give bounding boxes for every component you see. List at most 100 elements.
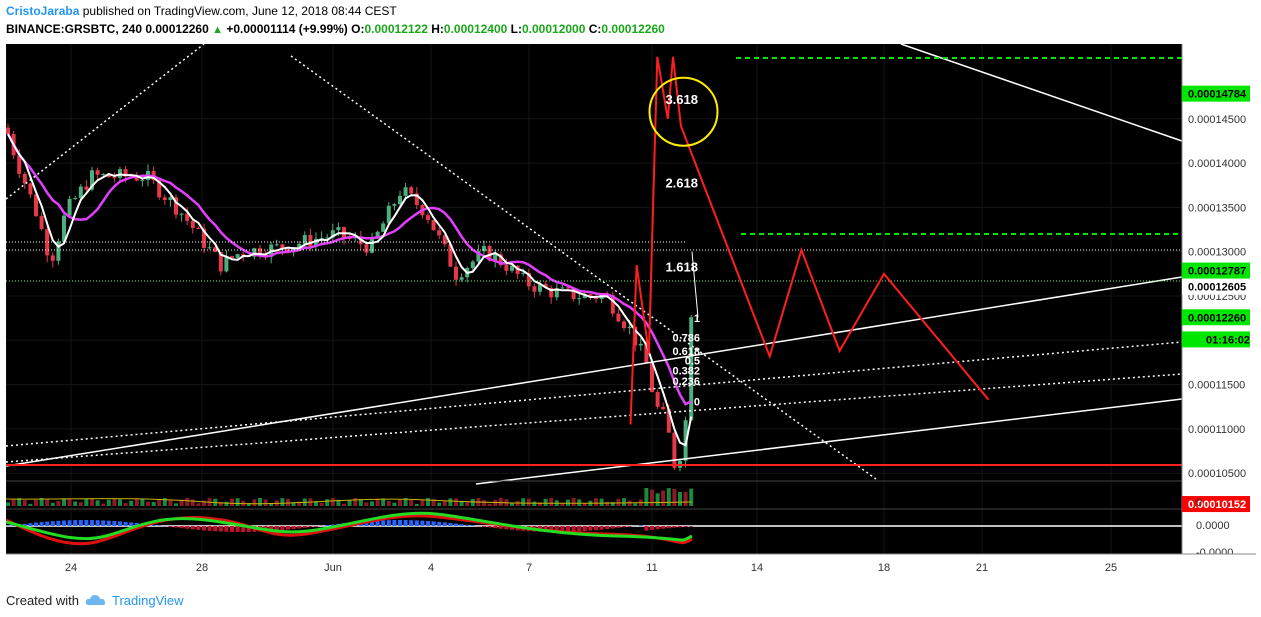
macd-hist-bar xyxy=(190,526,195,530)
macd-hist-bar xyxy=(549,526,554,532)
volume-bar xyxy=(420,500,425,506)
macd-hist-bar xyxy=(291,526,296,530)
macd-hist-bar xyxy=(683,526,688,527)
macd-hist-bar xyxy=(67,520,72,526)
volume-ma-line xyxy=(5,498,693,505)
volume-bar xyxy=(370,501,374,506)
volume-bar xyxy=(431,499,436,506)
volume-bar xyxy=(571,498,576,506)
candle-body xyxy=(45,229,50,256)
macd-hist-bar xyxy=(280,526,285,531)
candle-body xyxy=(560,287,565,289)
projection-path xyxy=(629,56,990,425)
trendline-support-lower xyxy=(475,398,1183,485)
candle-body xyxy=(90,170,94,190)
macd-hist-bar xyxy=(582,526,587,532)
close-value: 0.00012260 xyxy=(601,22,665,36)
macd-hist-bar xyxy=(650,526,654,530)
macd-hist-bar xyxy=(470,525,475,526)
macd-hist-bar xyxy=(510,526,514,530)
macd-hist-bar xyxy=(22,523,27,526)
candle-body xyxy=(358,237,363,245)
candle-body xyxy=(207,247,212,249)
volume-bar xyxy=(336,499,341,506)
macd-hist-bar xyxy=(370,520,374,526)
candle-body xyxy=(470,261,475,269)
candle-body xyxy=(50,255,55,261)
candle-body xyxy=(325,237,330,239)
macd-hist-bar xyxy=(594,526,598,531)
volume-bar xyxy=(297,501,302,506)
volume-bar xyxy=(560,503,565,506)
macd-hist-bar xyxy=(498,526,503,529)
candle-body xyxy=(224,256,229,272)
volume-bar xyxy=(140,498,145,506)
macd-hist-bar xyxy=(504,526,509,530)
candle-body xyxy=(549,287,554,298)
volume-bar xyxy=(263,499,268,506)
time-tick-label: 21 xyxy=(976,562,988,574)
macd-hist-bar xyxy=(448,522,453,526)
volume-bar xyxy=(622,498,626,506)
macd-hist-bar xyxy=(554,526,559,532)
macd-hist-bar xyxy=(207,526,212,531)
indicator-tick-label: 0.0000 xyxy=(1196,520,1230,532)
volume-bar xyxy=(11,498,16,506)
time-tick-label: 18 xyxy=(878,562,890,574)
footer: Created with TradingView xyxy=(6,590,184,610)
author-link[interactable]: CristoJaraba xyxy=(6,4,80,18)
price-badge-label: 0.00014784 xyxy=(1188,89,1247,101)
macd-hist-bar xyxy=(375,520,380,526)
fib-label: 0.618 xyxy=(672,346,700,358)
macd-hist-bar xyxy=(627,526,632,527)
price-badge xyxy=(1182,262,1250,279)
macd-hist-bar xyxy=(179,526,184,529)
candle-body xyxy=(672,432,677,468)
price-badge xyxy=(1182,331,1250,348)
volume-bar xyxy=(179,499,184,506)
macd-hist-bar xyxy=(224,526,229,532)
price-tick-label: 0.00011500 xyxy=(1188,380,1245,392)
indicator-tick-label: 0 xyxy=(1196,497,1202,509)
volume-bar xyxy=(498,498,503,506)
volume-bar xyxy=(67,498,72,506)
trendline-resistance xyxy=(900,43,1183,142)
macd-hist-bar xyxy=(409,520,414,526)
macd-hist-bar xyxy=(286,526,290,530)
time-tick-label: 11 xyxy=(646,562,657,574)
volume-bar xyxy=(644,488,649,506)
volume-bar xyxy=(577,499,582,506)
chart-area[interactable]: 3.618 2.618 1.618 1 0.786 0.618 0.5 0.382 0.236 0… xyxy=(5,43,1256,579)
macd-hist-bar xyxy=(151,524,156,526)
macd-hist-bar xyxy=(45,521,50,526)
candle-body xyxy=(610,295,615,314)
candle-body xyxy=(381,223,386,232)
macd-hist-bar xyxy=(274,526,279,531)
last-price: 0.00012260 xyxy=(145,22,209,36)
candle-body xyxy=(291,247,296,253)
candle-body xyxy=(213,247,218,253)
tradingview-link[interactable]: TradingView xyxy=(85,593,184,608)
macd-hist-bar xyxy=(123,521,128,526)
volume-bar xyxy=(202,500,206,506)
time-tick-label: 7 xyxy=(526,562,532,574)
volume-bar xyxy=(17,498,22,506)
candle-body xyxy=(577,298,582,300)
candle-body xyxy=(655,392,660,407)
volume-bar xyxy=(510,502,514,506)
candle-body xyxy=(179,213,184,215)
price-badge xyxy=(1182,496,1250,513)
macd-hist-bar xyxy=(101,520,106,526)
price-badge xyxy=(1182,85,1250,102)
volume-bar xyxy=(258,498,262,506)
price-badge xyxy=(1182,309,1250,326)
price-badge-label: 0.00012260 xyxy=(1188,312,1246,324)
candle-body xyxy=(235,254,240,258)
candle-body xyxy=(17,155,22,174)
fib-label: 0.236 xyxy=(672,376,700,388)
volume-bar xyxy=(426,498,430,506)
created-with-text: Created with xyxy=(6,592,79,608)
trendline-support-upper xyxy=(5,276,1183,467)
volume-bar xyxy=(34,499,38,506)
